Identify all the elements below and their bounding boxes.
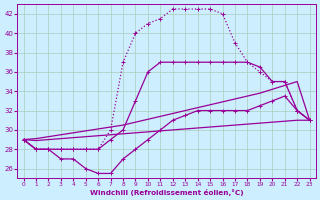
X-axis label: Windchill (Refroidissement éolien,°C): Windchill (Refroidissement éolien,°C) <box>90 189 244 196</box>
